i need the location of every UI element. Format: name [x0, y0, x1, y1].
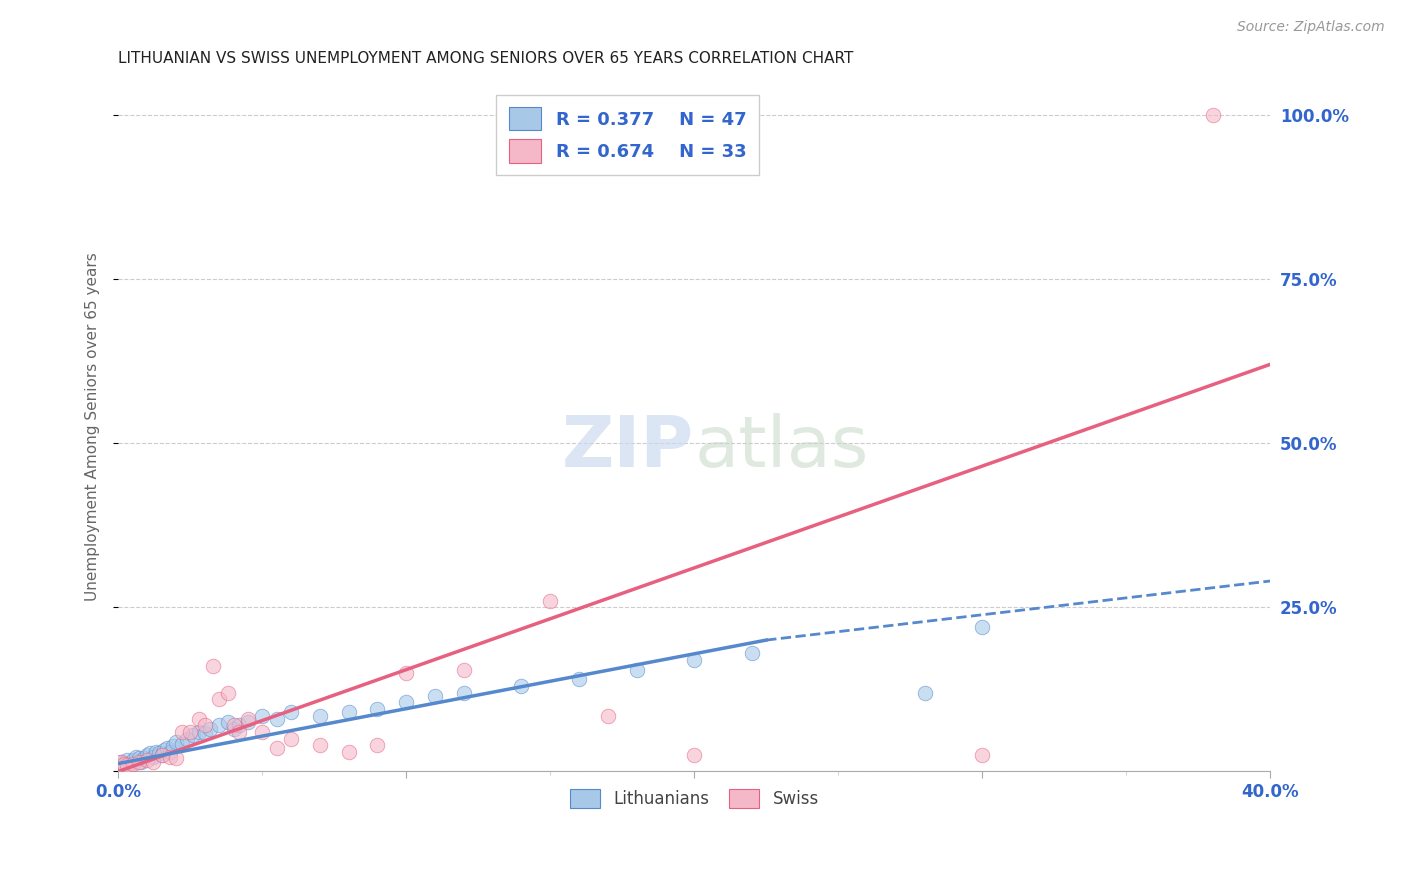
Point: [222, 718, 245, 732]
Point: [131, 755, 153, 769]
Text: LITHUANIAN VS SWISS UNEMPLOYMENT AMONG SENIORS OVER 65 YEARS CORRELATION CHART: LITHUANIAN VS SWISS UNEMPLOYMENT AMONG S…: [118, 51, 853, 66]
Point: [453, 663, 475, 677]
Point: [150, 747, 173, 762]
Text: ZIP: ZIP: [562, 413, 695, 482]
Point: [252, 725, 274, 739]
Point: [395, 696, 418, 710]
Point: [222, 722, 245, 736]
Point: [395, 665, 418, 680]
Point: [208, 718, 231, 732]
Point: [453, 685, 475, 699]
Point: [309, 738, 332, 752]
Point: [228, 718, 250, 732]
Point: [280, 706, 302, 720]
Point: [176, 731, 198, 746]
Point: [112, 756, 135, 771]
Point: [134, 751, 156, 765]
Point: [266, 741, 288, 756]
Point: [596, 708, 619, 723]
Point: [914, 685, 936, 699]
Point: [366, 738, 388, 752]
Point: [118, 757, 141, 772]
Point: [309, 708, 332, 723]
Point: [128, 755, 150, 769]
Point: [626, 663, 648, 677]
Text: atlas: atlas: [695, 413, 869, 482]
Point: [683, 653, 706, 667]
Point: [165, 735, 187, 749]
Point: [142, 755, 165, 769]
Point: [972, 747, 994, 762]
Point: [159, 745, 181, 759]
Point: [142, 750, 165, 764]
Point: [236, 712, 259, 726]
Point: [236, 715, 259, 730]
Point: [972, 620, 994, 634]
Point: [188, 725, 211, 739]
Point: [181, 728, 204, 742]
Point: [136, 753, 159, 767]
Point: [188, 712, 211, 726]
Point: [266, 712, 288, 726]
Point: [112, 756, 135, 771]
Point: [366, 702, 388, 716]
Text: Source: ZipAtlas.com: Source: ZipAtlas.com: [1237, 20, 1385, 34]
Point: [115, 757, 138, 772]
Point: [423, 689, 446, 703]
Point: [153, 743, 176, 757]
Point: [217, 685, 239, 699]
Point: [148, 746, 170, 760]
Point: [337, 745, 360, 759]
Y-axis label: Unemployment Among Seniors over 65 years: Unemployment Among Seniors over 65 years: [86, 252, 100, 601]
Point: [202, 659, 225, 673]
Point: [1201, 108, 1223, 122]
Point: [110, 755, 132, 769]
Point: [538, 593, 561, 607]
Point: [159, 750, 181, 764]
Point: [200, 722, 222, 736]
Point: [568, 673, 591, 687]
Legend: Lithuanians, Swiss: Lithuanians, Swiss: [562, 782, 825, 814]
Point: [179, 725, 201, 739]
Point: [156, 741, 179, 756]
Point: [228, 725, 250, 739]
Point: [124, 750, 146, 764]
Point: [170, 737, 193, 751]
Point: [110, 755, 132, 769]
Point: [683, 747, 706, 762]
Point: [208, 692, 231, 706]
Point: [121, 753, 143, 767]
Point: [217, 715, 239, 730]
Point: [510, 679, 533, 693]
Point: [128, 751, 150, 765]
Point: [115, 753, 138, 767]
Point: [741, 646, 763, 660]
Point: [280, 731, 302, 746]
Point: [121, 756, 143, 771]
Point: [139, 746, 162, 760]
Point: [170, 725, 193, 739]
Point: [337, 706, 360, 720]
Point: [165, 751, 187, 765]
Point: [150, 747, 173, 762]
Point: [136, 747, 159, 762]
Point: [252, 708, 274, 723]
Point: [145, 745, 167, 759]
Point: [194, 726, 217, 740]
Point: [162, 739, 184, 754]
Point: [194, 718, 217, 732]
